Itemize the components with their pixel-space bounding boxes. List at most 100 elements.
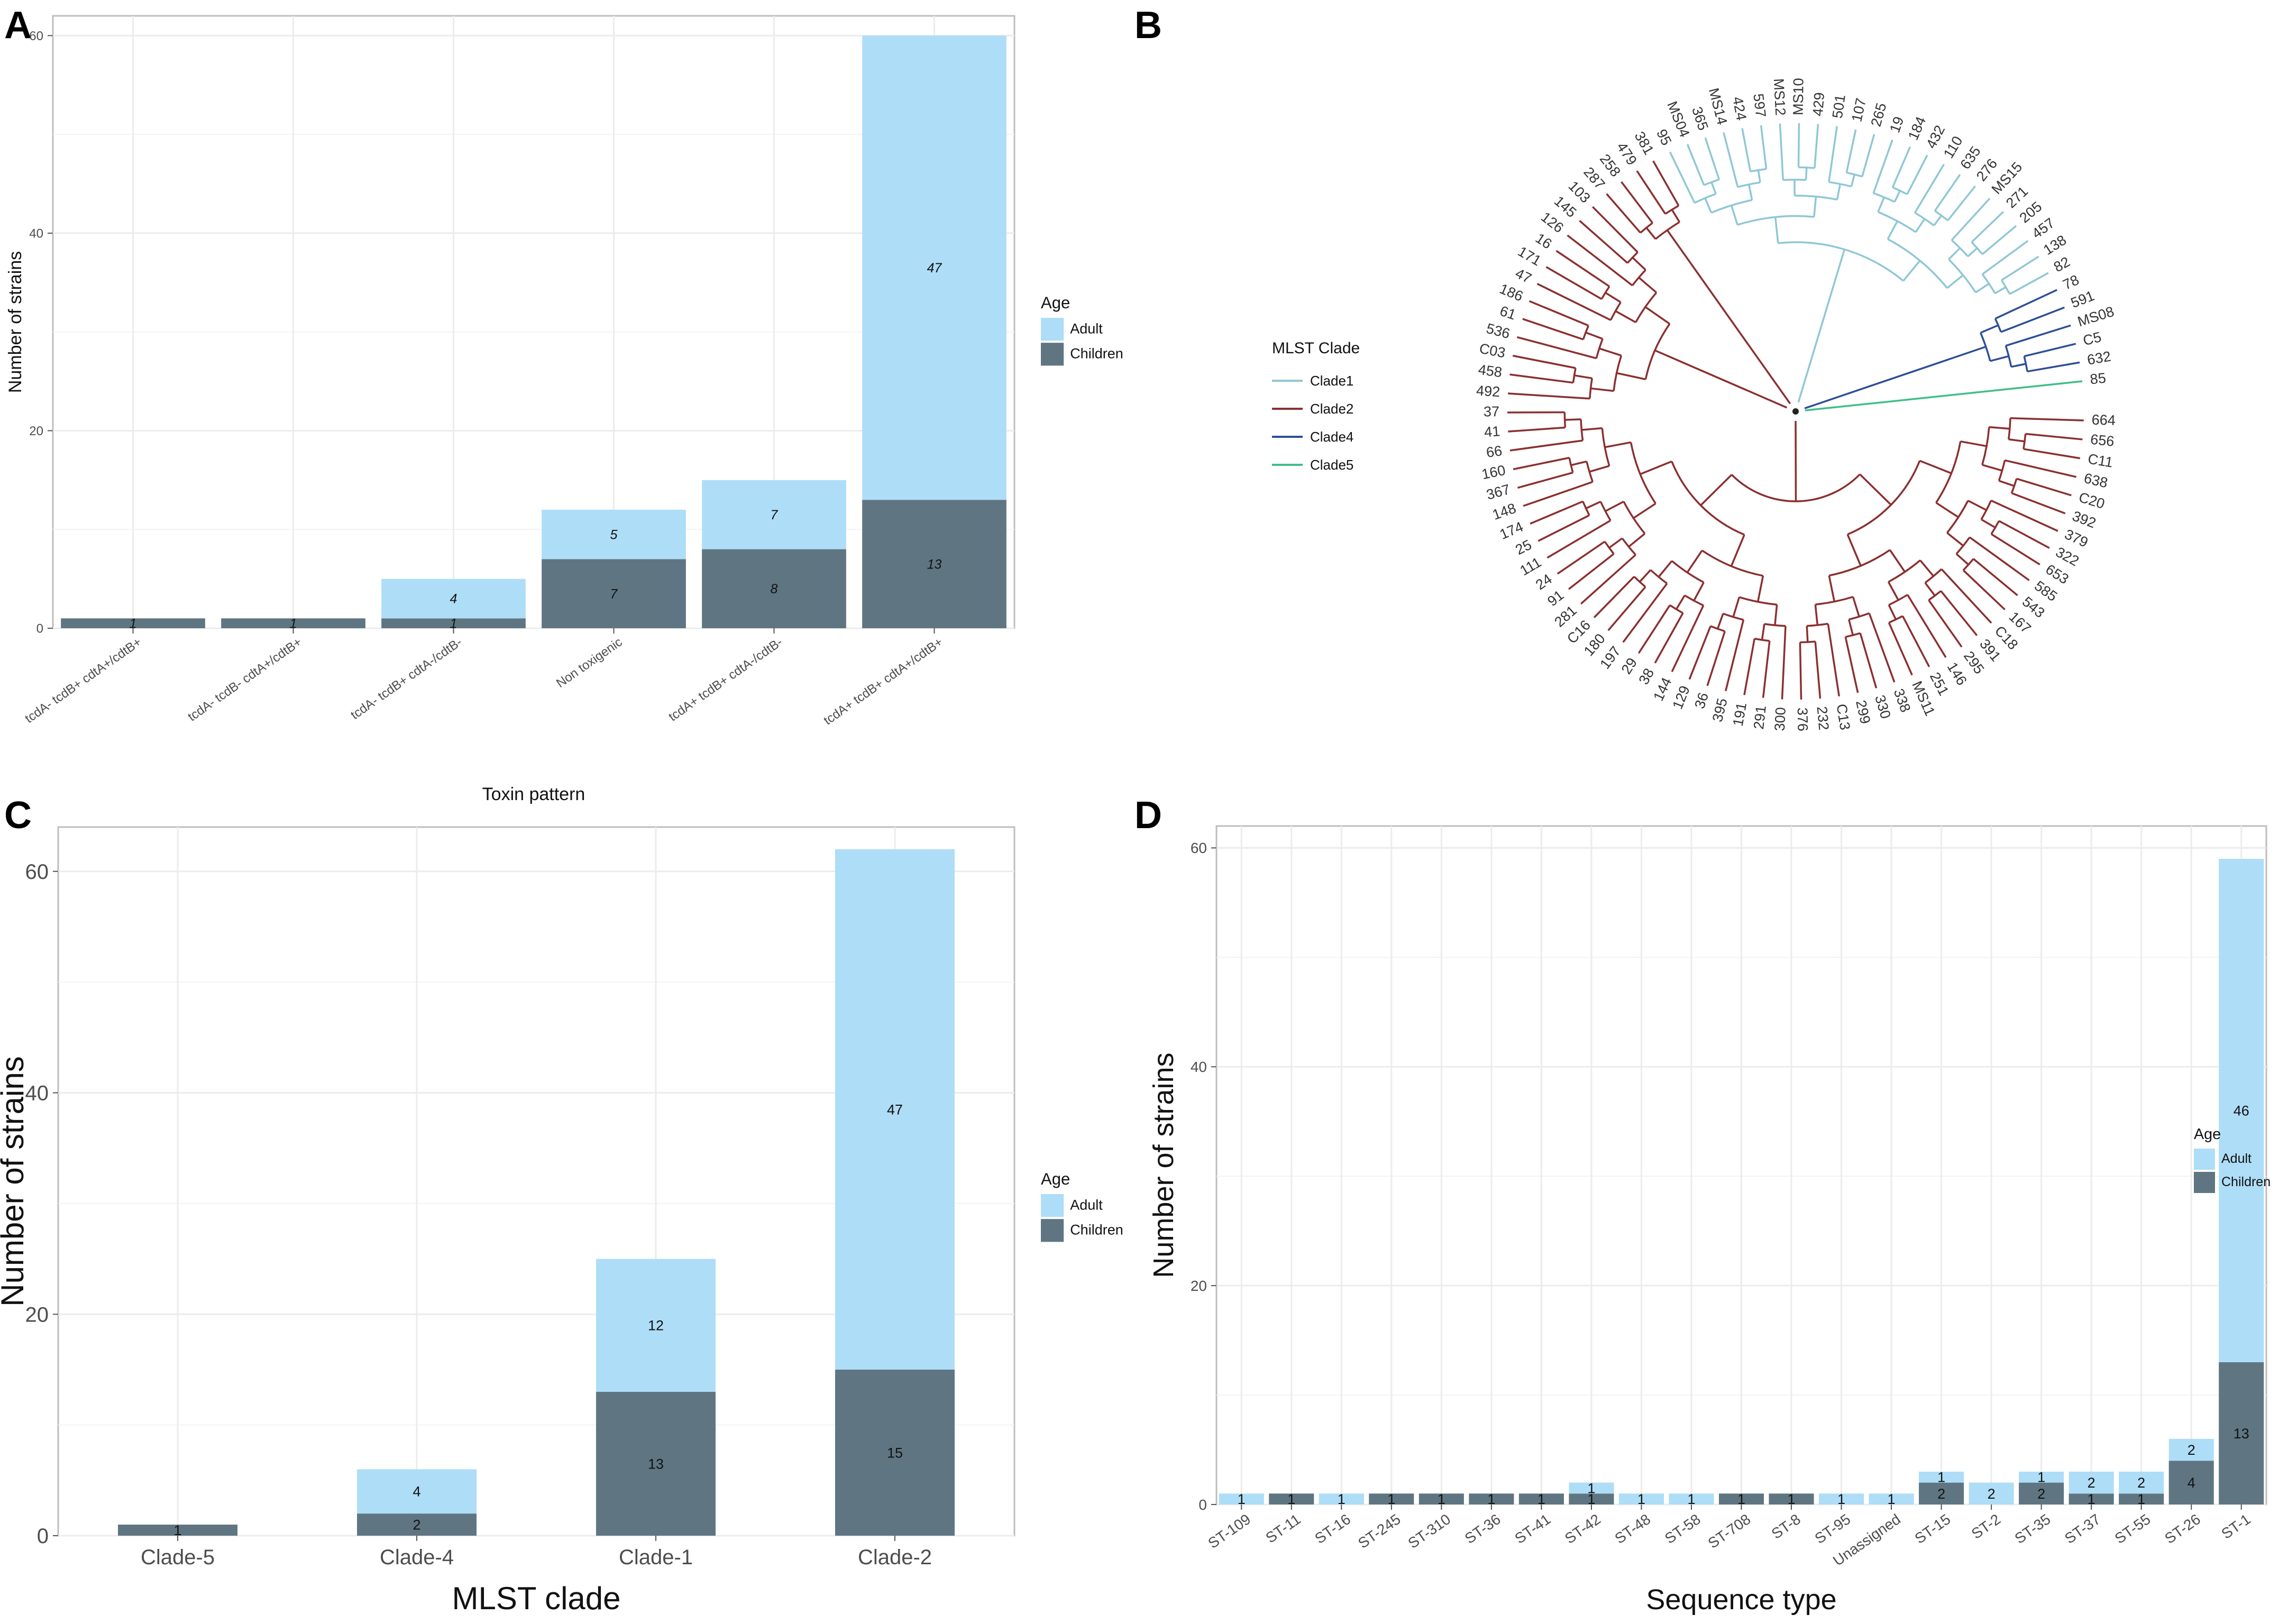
clade2-lineage-branch bbox=[1632, 256, 1646, 271]
clade2-main-lineage-branch bbox=[1981, 518, 1996, 529]
tree-legend-label-clade2: Clade2 bbox=[1310, 401, 1353, 417]
leaf-label-191: 191 bbox=[1730, 701, 1750, 728]
clade2-early-lineage-branch bbox=[1606, 193, 1641, 234]
clade2-main-lineage-branch bbox=[1827, 623, 1840, 697]
leaf-label-632: 632 bbox=[2086, 348, 2112, 368]
clade2-main-lineage-branch bbox=[1848, 619, 1854, 636]
clade2-main-lineage-branch bbox=[1806, 626, 1809, 643]
clade2-main-lineage-branch bbox=[1928, 599, 1963, 648]
leaf-label-78: 78 bbox=[2061, 272, 2082, 293]
clade1-lineage-branch bbox=[1951, 197, 1991, 241]
clade2-main-lineage-branch bbox=[1887, 581, 1899, 601]
clade1-lineage-arc bbox=[1750, 168, 1767, 173]
clade2-lineage-stem bbox=[1654, 349, 1788, 409]
bar-label-adult-st-1: 46 bbox=[2234, 1103, 2249, 1118]
leaf-label-300: 300 bbox=[1772, 707, 1789, 731]
clade2-early-lineage-stem bbox=[1666, 230, 1791, 405]
x-axis-title: Sequence type bbox=[1646, 1584, 1836, 1616]
bar-label-adult-clade-2: 47 bbox=[887, 1102, 903, 1117]
tree-legend-title: MLST Clade bbox=[1272, 340, 1360, 357]
bar-label-children-st-26: 4 bbox=[2188, 1475, 2195, 1491]
y-tick-label: 0 bbox=[36, 621, 43, 636]
clade1-lineage-arc bbox=[1887, 238, 1948, 289]
bar-label-adult-tcda-tcdb-cdta-cdtb: 47 bbox=[927, 261, 942, 276]
clade2-main-lineage-arc bbox=[1828, 549, 1891, 577]
clade2-lineage-branch bbox=[1591, 206, 1639, 253]
clade2-lineage-arc bbox=[1635, 292, 1658, 323]
clade1-lineage-arc bbox=[1873, 192, 1896, 203]
panel-label-d: D bbox=[1134, 794, 1162, 837]
clade2-early-lineage-arc bbox=[1655, 221, 1680, 240]
clade2-lineage-branch bbox=[1536, 282, 1612, 321]
clade1-lineage-branch bbox=[1982, 240, 2029, 275]
panel-label-c: C bbox=[4, 794, 32, 837]
x-tick-label-st-95: ST-95 bbox=[1811, 1511, 1853, 1547]
leaf-label-501: 501 bbox=[1829, 94, 1848, 120]
clade2-main-lineage-arc bbox=[1630, 442, 1656, 504]
legend-title: Age bbox=[1041, 293, 1070, 312]
clade1-lineage-branch bbox=[2009, 272, 2049, 295]
clade2-main-lineage-branch bbox=[1730, 534, 1745, 567]
bar-adult-tcda-tcdb-cdta-cdtb bbox=[862, 35, 1006, 500]
clade2-main-lineage-arc bbox=[1848, 612, 1870, 621]
clade2-main-lineage-branch bbox=[1607, 586, 1646, 631]
clade2-main-lineage-arc bbox=[1701, 549, 1763, 577]
bar-children-clade-5 bbox=[118, 1525, 237, 1536]
clade2-main-lineage-branch bbox=[1868, 612, 1896, 683]
clade2-early-lineage-branch bbox=[1645, 227, 1656, 240]
clade2-main-lineage-arc bbox=[1990, 520, 2000, 535]
leaf-label-656: 656 bbox=[2090, 432, 2115, 449]
clade2-main-lineage-branch bbox=[1941, 568, 1992, 624]
leaf-label-24: 24 bbox=[1533, 571, 1555, 593]
leaf-label-330: 330 bbox=[1872, 693, 1893, 721]
bar-label-children-st-36: 1 bbox=[1487, 1491, 1495, 1507]
clade4-lineage-branch bbox=[1994, 289, 2057, 320]
clade2-main-lineage-branch bbox=[1990, 499, 2058, 532]
clade2-main-lineage-branch bbox=[1888, 622, 1913, 676]
bar-label-adult-tcda-tcdb-cdta-cdtb: 4 bbox=[450, 592, 457, 607]
y-axis-title: Number of strains bbox=[1148, 1052, 1179, 1278]
x-tick-label-st-16: ST-16 bbox=[1312, 1511, 1353, 1547]
bar-children-st-36 bbox=[1469, 1493, 1514, 1504]
clade4-lineage-arc bbox=[1994, 318, 2002, 333]
clade2-main-lineage-arc bbox=[2010, 478, 2018, 494]
clade1-lineage-arc bbox=[1795, 195, 1837, 201]
clade2-main-lineage-branch bbox=[1859, 473, 1892, 506]
legend-label-children: Children bbox=[1070, 346, 1123, 362]
clade2-lineage-branch bbox=[1507, 392, 1590, 400]
clade2-main-lineage-arc bbox=[1935, 441, 1962, 503]
bar-label-children-st-708: 1 bbox=[1737, 1491, 1745, 1507]
clade1-lineage-arc bbox=[1828, 181, 1852, 188]
clade2-main-lineage-branch bbox=[1814, 604, 1819, 626]
clade2-main-lineage-arc bbox=[1723, 612, 1744, 621]
clade1-lineage-arc bbox=[1710, 199, 1753, 214]
clade1-lineage-branch bbox=[1967, 247, 1978, 258]
clade2-main-lineage-branch bbox=[1924, 582, 1936, 597]
leaf-label-ms12: MS12 bbox=[1771, 78, 1789, 116]
clade5-lineage-stem bbox=[1805, 380, 2083, 411]
leaf-label-47: 47 bbox=[1513, 265, 1534, 286]
x-tick-label-st-8: ST-8 bbox=[1769, 1511, 1804, 1542]
clade2-early-lineage-branch bbox=[1636, 170, 1667, 215]
clade2-main-lineage-branch bbox=[1593, 576, 1635, 619]
leaf-label-c03: C03 bbox=[1478, 341, 1506, 361]
clade2-main-lineage-branch bbox=[1706, 631, 1726, 686]
clade1-lineage-branch bbox=[1877, 197, 1886, 213]
clade2-main-lineage-branch bbox=[1530, 500, 1584, 525]
clade2-lineage-arc bbox=[1644, 323, 1671, 380]
clade2-main-lineage-branch bbox=[1919, 460, 1952, 474]
bar-children-st-42 bbox=[1569, 1493, 1614, 1504]
clade2-main-lineage-branch bbox=[1998, 520, 2050, 549]
bar-children-st-41 bbox=[1518, 1493, 1564, 1504]
panel-label-b: B bbox=[1134, 4, 1162, 47]
bar-label-children-st-42: 1 bbox=[1587, 1491, 1595, 1507]
bar-adult-st-2 bbox=[1969, 1482, 2014, 1504]
x-tick-label-st-245: ST-245 bbox=[1355, 1511, 1404, 1552]
clade1-lineage-arc bbox=[1878, 211, 1917, 233]
x-axis-title: Toxin pattern bbox=[482, 784, 585, 804]
clade2-main-lineage-branch bbox=[1846, 534, 1862, 566]
bar-children-st-245 bbox=[1369, 1493, 1414, 1504]
bar-label-children-st-1: 13 bbox=[2234, 1426, 2249, 1442]
clade2-main-lineage-arc bbox=[1582, 501, 1590, 516]
clade2-main-lineage-branch bbox=[1852, 597, 1860, 617]
